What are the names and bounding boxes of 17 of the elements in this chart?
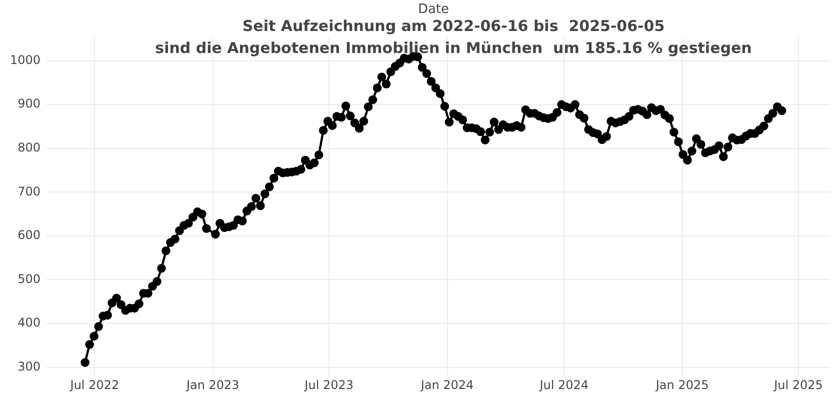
chart-title: Seit Aufzeichnung am 2022-06-16 bis 2025-06-05 sind die Angebotenen Immobilien in München um 185.16 % gestiegen bbox=[154, 16, 753, 59]
x-tick-label: Jul 2023 bbox=[304, 378, 354, 392]
y-tick-label: 600 bbox=[18, 228, 41, 242]
y-tick-label: 700 bbox=[18, 184, 41, 198]
y-tick-label: 800 bbox=[18, 140, 41, 154]
y-tick-label: 500 bbox=[18, 272, 41, 286]
x-tick-label: Jul 2024 bbox=[538, 378, 589, 392]
y-tick-label: 400 bbox=[18, 316, 41, 330]
x-tick-label: Jan 2025 bbox=[654, 378, 709, 392]
x-tick-label: Jul 2022 bbox=[69, 378, 120, 392]
x-tick-label: Jan 2023 bbox=[185, 378, 240, 392]
y-tick-label: 900 bbox=[18, 96, 41, 111]
y-tick-label: 1000 bbox=[10, 52, 41, 67]
x-tick-label: Jan 2024 bbox=[420, 378, 474, 392]
y-tick-label: 300 bbox=[18, 359, 41, 374]
x-tick-label: Jul 2025 bbox=[773, 378, 823, 392]
x-axis-title: Date bbox=[416, 2, 450, 17]
